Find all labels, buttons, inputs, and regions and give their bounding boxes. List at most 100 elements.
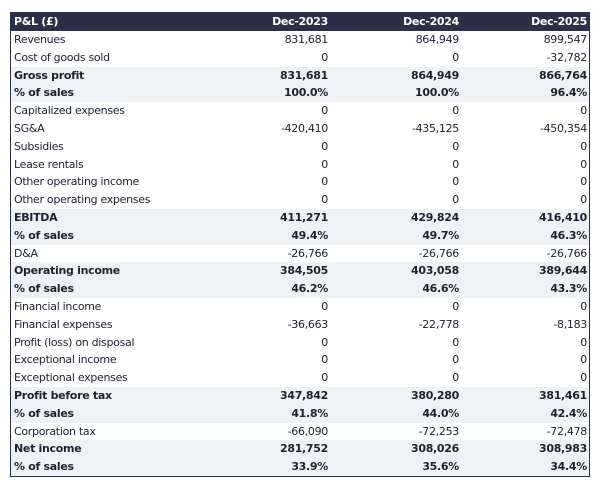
row-label: EBITDA (14, 210, 58, 224)
row-value: 429,824 (410, 210, 459, 224)
row-value: -435,125 (411, 121, 459, 135)
table-row: Exceptional expenses 0 0 0 (11, 369, 589, 387)
table-header: P&L (£) Dec-2023 Dec-2024 Dec-2025 (11, 12, 589, 31)
row-label: % of sales (14, 406, 74, 420)
table-row: Net income 281,752 308,026 308,983 (11, 440, 589, 459)
row-value: 864,949 (410, 68, 459, 82)
row-value: 0 (321, 50, 328, 64)
row-value: 831,681 (279, 68, 328, 82)
row-value: 0 (321, 193, 328, 207)
row-value: -32,782 (546, 50, 588, 64)
row-value: 0 (452, 335, 459, 349)
table-row: Other operating expenses 0 0 0 (11, 191, 589, 209)
row-value: 0 (452, 353, 459, 367)
column-header: Dec-2023 (272, 15, 328, 28)
row-value: -8,183 (553, 317, 587, 331)
row-value: 0 (321, 157, 328, 171)
table-row: % of sales 100.0% 100.0% 96.4% (11, 84, 589, 103)
table-row: % of sales 49.4% 49.7% 46.3% (11, 226, 589, 245)
row-value: 0 (580, 299, 587, 313)
row-value: 100.0% (283, 86, 328, 100)
row-label: Financial expenses (14, 317, 113, 331)
table-row: Revenues 831,681 864,949 899,547 (11, 31, 589, 49)
row-value: 389,644 (538, 264, 587, 278)
table-row: SG&A -420,410 -435,125 -450,354 (11, 120, 589, 138)
row-value: 46.6% (422, 282, 459, 296)
row-value: -450,354 (539, 121, 587, 135)
row-label: Cost of goods sold (14, 50, 110, 64)
row-value: 831,681 (284, 33, 329, 46)
table-body: Revenues 831,681 864,949 899,547 Cost of goo… (11, 31, 589, 476)
table-row: Exceptional income 0 0 0 (11, 351, 589, 369)
table-row: Profit (loss) on disposal 0 0 0 (11, 334, 589, 352)
table-row: Operating income 384,505 403,058 389,644 (11, 262, 589, 281)
row-label: % of sales (14, 228, 74, 242)
row-value: 281,752 (279, 442, 328, 456)
row-value: 0 (321, 175, 328, 189)
row-value: 866,764 (538, 68, 587, 82)
row-label: Profit (loss) on disposal (14, 335, 135, 349)
row-label: Lease rentals (14, 157, 84, 171)
row-value: 35.6% (422, 460, 459, 474)
row-value: -22,778 (418, 317, 460, 331)
row-value: 416,410 (538, 210, 587, 224)
row-value: 864,949 (415, 33, 460, 46)
row-value: 0 (452, 371, 459, 385)
row-label: Other operating income (14, 175, 139, 189)
row-value: 0 (452, 50, 459, 64)
row-value: -72,253 (418, 424, 460, 438)
table-row: % of sales 33.9% 35.6% 34.4% (11, 458, 589, 476)
row-value: 49.4% (291, 228, 328, 242)
row-label: Operating income (14, 264, 120, 278)
row-value: 308,983 (538, 442, 587, 456)
row-value: -72,478 (546, 424, 588, 438)
row-value: 0 (452, 157, 459, 171)
row-value: 43.3% (550, 282, 587, 296)
row-value: 0 (580, 104, 587, 118)
row-value: 0 (580, 193, 587, 207)
table-row: Capitalized expenses 0 0 0 (11, 102, 589, 120)
table-row: % of sales 41.8% 44.0% 42.4% (11, 404, 589, 423)
row-value: 384,505 (279, 264, 328, 278)
row-value: -36,663 (287, 317, 329, 331)
row-label: Gross profit (14, 68, 85, 82)
table-row: Profit before tax 347,842 380,280 381,461 (11, 386, 589, 405)
row-value: 0 (321, 335, 328, 349)
row-label: % of sales (14, 460, 74, 474)
table-row: Subsidies 0 0 0 (11, 138, 589, 156)
row-value: 0 (580, 335, 587, 349)
row-label: % of sales (14, 86, 74, 100)
table-row: Lease rentals 0 0 0 (11, 156, 589, 174)
table-row: Gross profit 831,681 864,949 866,764 (11, 66, 589, 85)
row-value: 34.4% (550, 460, 587, 474)
row-value: 0 (452, 175, 459, 189)
table-row: Cost of goods sold 0 0 -32,782 (11, 49, 589, 67)
row-value: -26,766 (287, 246, 329, 260)
row-value: 0 (452, 193, 459, 207)
row-label: Subsidies (14, 139, 64, 153)
table-row: EBITDA 411,271 429,824 416,410 (11, 208, 589, 227)
row-value: 33.9% (291, 460, 328, 474)
table-row: Corporation tax -66,090 -72,253 -72,478 (11, 423, 589, 441)
row-value: 347,842 (279, 388, 328, 402)
row-label: Revenues (14, 33, 66, 46)
row-value: 0 (580, 157, 587, 171)
row-value: 0 (321, 139, 328, 153)
table-row: Other operating income 0 0 0 (11, 173, 589, 191)
row-value: 46.3% (550, 228, 587, 242)
row-value: 96.4% (550, 86, 587, 100)
table-row: % of sales 46.2% 46.6% 43.3% (11, 280, 589, 298)
table-row: Financial income 0 0 0 (11, 298, 589, 316)
row-value: 403,058 (410, 264, 459, 278)
row-value: 41.8% (291, 406, 328, 420)
row-label: Capitalized expenses (14, 104, 125, 118)
row-value: 44.0% (422, 406, 459, 420)
row-value: 411,271 (279, 210, 328, 224)
row-label: Other operating expenses (14, 193, 151, 207)
header-title: P&L (£) (14, 15, 59, 28)
row-label: % of sales (14, 282, 74, 296)
row-value: 0 (452, 139, 459, 153)
row-label: Exceptional expenses (14, 371, 128, 385)
row-value: -66,090 (287, 424, 329, 438)
table-row: D&A -26,766 -26,766 -26,766 (11, 245, 589, 263)
